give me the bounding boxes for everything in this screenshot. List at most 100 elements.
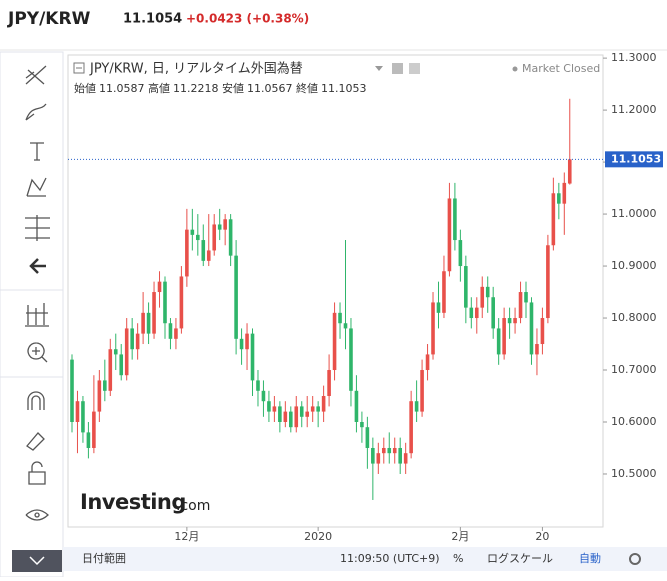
change: +0.0423 (+0.38%) xyxy=(186,12,309,26)
x-tick-label: 2月 xyxy=(451,530,469,543)
candle-body xyxy=(540,318,545,345)
settings-icon[interactable] xyxy=(392,63,403,74)
y-tick-label: 10.5000 xyxy=(611,467,657,480)
candle-body xyxy=(146,312,151,334)
date-range[interactable]: 日付範囲 xyxy=(82,551,126,565)
candle-body xyxy=(485,286,490,298)
cursor-tool[interactable] xyxy=(25,65,47,85)
legend-collapse[interactable] xyxy=(73,62,85,74)
candle-body xyxy=(157,281,162,293)
candle-body xyxy=(113,349,118,355)
pattern-tool[interactable] xyxy=(26,177,47,197)
candle-body xyxy=(228,219,233,256)
candle-body xyxy=(474,307,479,319)
ohlc-label: 終値 xyxy=(296,81,318,95)
collapse-button[interactable] xyxy=(12,550,62,572)
candle-body xyxy=(103,380,107,391)
y-tick-label: 11.3000 xyxy=(611,51,657,64)
candle-body xyxy=(381,447,386,454)
candle-body xyxy=(414,401,419,412)
candle-body xyxy=(163,281,167,324)
candle-body xyxy=(223,219,227,230)
market-status: Market Closed xyxy=(522,62,600,75)
candle-body xyxy=(502,318,506,355)
candle-body xyxy=(469,307,474,319)
candle-body xyxy=(453,198,457,241)
candle-body xyxy=(289,411,293,428)
candle-body xyxy=(174,328,178,339)
candle-body xyxy=(507,318,512,324)
percent-toggle[interactable]: % xyxy=(453,552,463,565)
candle-body xyxy=(75,401,80,422)
candle-body xyxy=(250,333,255,381)
clock: 11:09:50 (UTC+9) xyxy=(340,552,440,565)
price-label-bg xyxy=(605,151,663,168)
candle-body xyxy=(310,406,315,412)
candle-body xyxy=(464,266,468,308)
candle-body xyxy=(97,380,102,412)
candle-body xyxy=(152,292,156,334)
magnet-tool[interactable] xyxy=(27,391,45,410)
visibility-tool[interactable] xyxy=(25,509,49,521)
candle-body xyxy=(267,401,271,412)
candle-body xyxy=(354,390,359,422)
measure-tool[interactable] xyxy=(25,303,49,327)
bottom-bar xyxy=(63,547,667,571)
fib-tool[interactable] xyxy=(25,215,50,241)
symbol: JPY/KRW xyxy=(7,9,91,29)
candle-body xyxy=(365,427,370,448)
candle-body xyxy=(349,328,353,391)
status-dot xyxy=(512,66,518,72)
candle-body xyxy=(398,447,402,464)
candle-body xyxy=(245,333,249,350)
candle-body xyxy=(201,240,206,261)
candle-body xyxy=(124,328,129,376)
candle-body xyxy=(546,245,550,319)
left-toolbar xyxy=(0,51,64,578)
candle-body xyxy=(272,406,277,412)
candle-body xyxy=(141,312,145,334)
y-tick-label: 10.9000 xyxy=(611,259,657,272)
y-tick-label: 10.6000 xyxy=(611,415,657,428)
ohlc-value: 11.2218 xyxy=(173,82,219,95)
candle-body xyxy=(535,344,539,355)
lock-tool[interactable] xyxy=(28,461,46,485)
auto-toggle[interactable]: 自動 xyxy=(579,551,601,565)
candle-body xyxy=(135,333,140,350)
lock-draw-tool[interactable] xyxy=(26,432,45,451)
zoom-tool[interactable] xyxy=(27,342,48,363)
candle-body xyxy=(458,240,463,267)
text-tool[interactable] xyxy=(30,142,44,161)
candle-body xyxy=(278,406,282,422)
y-tick-label: 10.7000 xyxy=(611,363,657,376)
candle-body xyxy=(524,292,528,303)
y-tick-label: 11.2000 xyxy=(611,103,657,116)
candle-body xyxy=(442,271,446,313)
candle-body xyxy=(338,312,342,324)
candle-body xyxy=(86,432,91,448)
toolbar-icons[interactable] xyxy=(0,65,63,572)
legend-title: JPY/KRW, 日, リアルタイム外国為替 xyxy=(89,61,303,77)
candle-body xyxy=(217,224,222,230)
candle-body xyxy=(168,323,173,339)
candle-body xyxy=(283,411,288,422)
candle-body xyxy=(376,453,381,464)
candle-body xyxy=(81,401,85,433)
ohlc-value: 11.0587 xyxy=(99,82,145,95)
candle-body xyxy=(436,302,441,313)
back-tool[interactable] xyxy=(29,258,46,274)
ohlc-label: 始値 xyxy=(74,81,96,95)
x-tick-label: 2020 xyxy=(304,530,332,543)
candle-body xyxy=(371,447,375,464)
settings-gear[interactable] xyxy=(629,553,641,565)
price-label: 11.1053 xyxy=(611,152,661,165)
candle-body xyxy=(562,182,567,204)
log-toggle[interactable]: ログスケール xyxy=(487,551,553,565)
brush-tool[interactable] xyxy=(25,103,47,121)
candle-body xyxy=(529,302,534,355)
x-tick-label: 12月 xyxy=(174,530,199,543)
candle-body xyxy=(206,250,211,261)
dropdown-arrow[interactable] xyxy=(375,66,383,71)
candle-body xyxy=(212,224,217,251)
settings-icon[interactable] xyxy=(409,63,420,74)
